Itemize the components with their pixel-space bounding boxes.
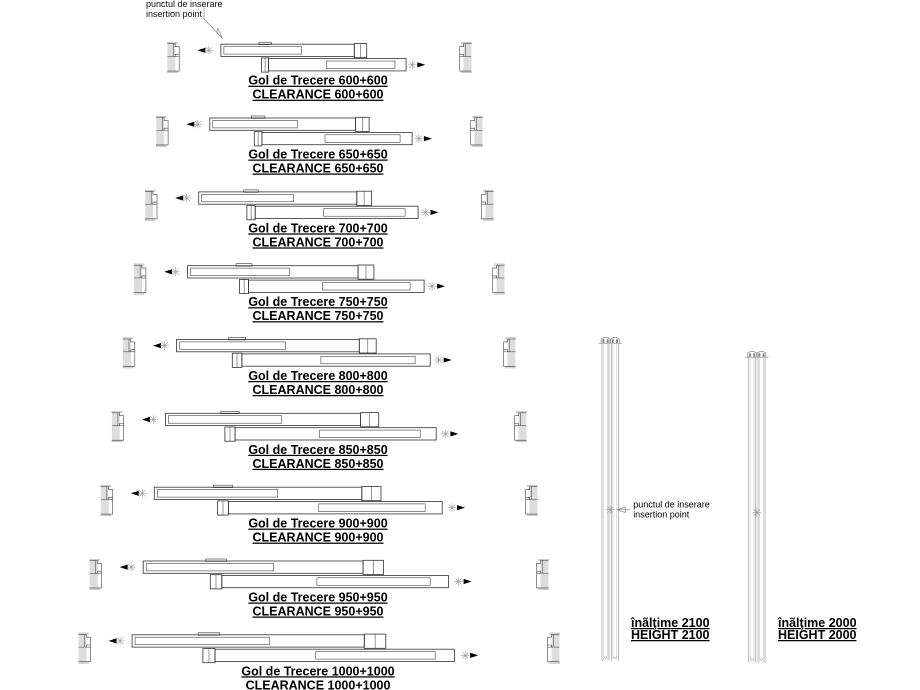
svg-text:Gol de Trecere 950+950: Gol de Trecere 950+950 [248, 591, 387, 605]
svg-text:Gol de Trecere 700+700: Gol de Trecere 700+700 [248, 221, 387, 235]
svg-text:CLEARANCE 850+850: CLEARANCE 850+850 [253, 457, 384, 471]
svg-text:insertion point: insertion point [146, 9, 203, 19]
svg-text:punctul de inserare: punctul de inserare [633, 500, 710, 510]
svg-text:CLEARANCE 1000+1000: CLEARANCE 1000+1000 [246, 678, 391, 690]
svg-text:Gol de Trecere 850+850: Gol de Trecere 850+850 [248, 443, 387, 457]
svg-text:HEIGHT 2100: HEIGHT 2100 [631, 628, 710, 642]
svg-text:CLEARANCE 600+600: CLEARANCE 600+600 [253, 88, 384, 102]
svg-text:Gol de Trecere 750+750: Gol de Trecere 750+750 [248, 295, 387, 309]
svg-text:CLEARANCE 700+700: CLEARANCE 700+700 [253, 235, 384, 249]
svg-text:Gol de Trecere 1000+1000: Gol de Trecere 1000+1000 [241, 664, 394, 678]
svg-text:CLEARANCE 800+800: CLEARANCE 800+800 [253, 383, 384, 397]
svg-text:Gol de Trecere 900+900: Gol de Trecere 900+900 [248, 517, 387, 531]
svg-text:CLEARANCE 950+950: CLEARANCE 950+950 [253, 605, 384, 619]
svg-text:HEIGHT 2000: HEIGHT 2000 [778, 628, 857, 642]
svg-text:CLEARANCE 750+750: CLEARANCE 750+750 [253, 309, 384, 323]
svg-text:Gol de Trecere 800+800: Gol de Trecere 800+800 [248, 369, 387, 383]
svg-text:insertion point: insertion point [633, 510, 690, 520]
svg-text:Gol de Trecere 600+600: Gol de Trecere 600+600 [248, 74, 387, 88]
svg-text:CLEARANCE 650+650: CLEARANCE 650+650 [253, 162, 384, 176]
svg-text:punctul de inserare: punctul de inserare [146, 0, 223, 9]
svg-text:CLEARANCE 900+900: CLEARANCE 900+900 [253, 531, 384, 545]
svg-text:Gol de Trecere 650+650: Gol de Trecere 650+650 [248, 148, 387, 162]
